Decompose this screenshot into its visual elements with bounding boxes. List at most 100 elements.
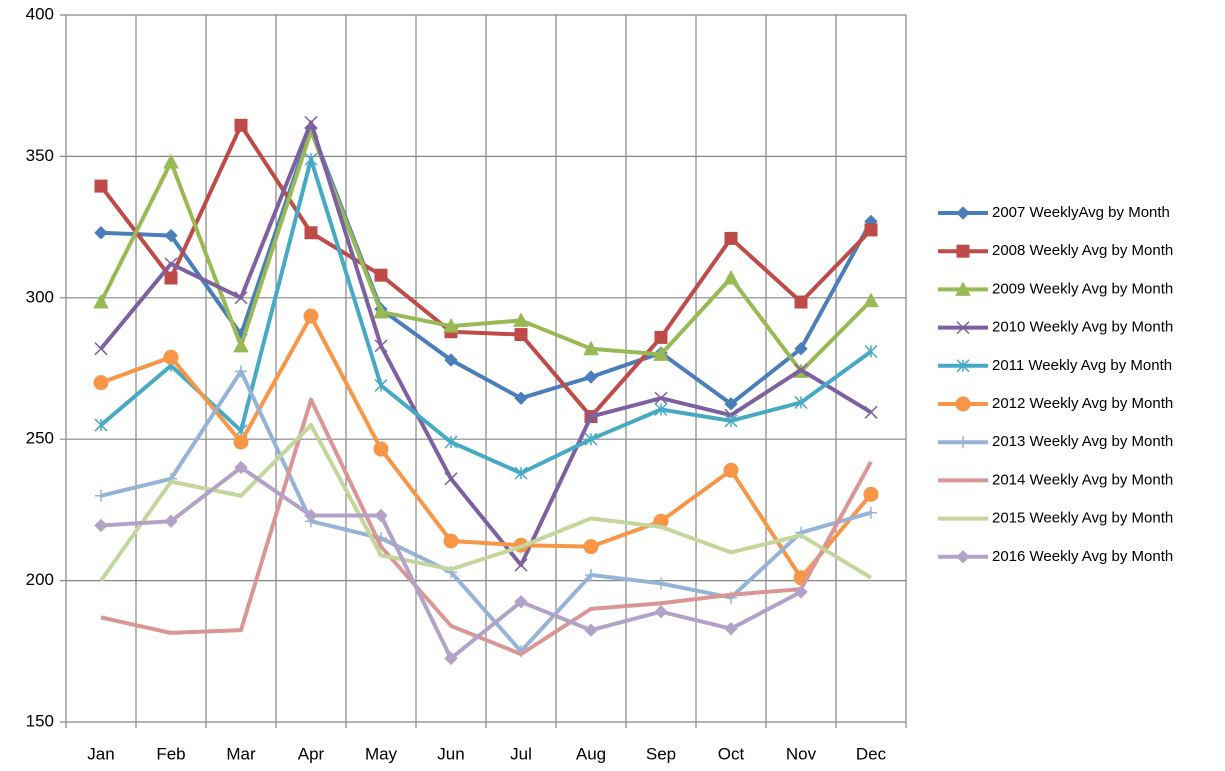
legend-marker bbox=[956, 244, 970, 258]
marker bbox=[234, 460, 248, 475]
x-tick-label: Oct bbox=[718, 744, 745, 763]
marker bbox=[514, 391, 528, 405]
legend-label: 2014 Weekly Avg by Month bbox=[992, 471, 1173, 488]
marker bbox=[514, 466, 528, 480]
marker bbox=[584, 410, 598, 424]
legend-marker bbox=[955, 281, 971, 296]
legend-label: 2016 Weekly Avg by Month bbox=[992, 548, 1173, 565]
marker bbox=[794, 395, 808, 409]
marker bbox=[864, 405, 878, 419]
marker bbox=[863, 486, 879, 502]
marker bbox=[863, 292, 879, 308]
legend-marker bbox=[957, 436, 969, 449]
marker bbox=[583, 539, 599, 555]
marker bbox=[163, 349, 179, 365]
marker bbox=[724, 621, 738, 636]
marker bbox=[374, 339, 388, 353]
marker bbox=[94, 179, 108, 193]
marker bbox=[304, 226, 318, 240]
marker bbox=[724, 231, 738, 245]
marker bbox=[164, 271, 178, 285]
series-line bbox=[99, 123, 873, 419]
marker bbox=[794, 295, 808, 309]
marker bbox=[373, 441, 389, 457]
series-line bbox=[99, 120, 873, 568]
marker bbox=[654, 330, 668, 344]
legend-label: 2015 Weekly Avg by Month bbox=[992, 510, 1173, 527]
marker bbox=[864, 345, 878, 359]
marker bbox=[444, 435, 458, 449]
x-tick-label: Nov bbox=[786, 744, 817, 763]
x-tick-label: Jun bbox=[437, 744, 464, 763]
x-tick-label: Mar bbox=[226, 744, 256, 763]
marker bbox=[584, 623, 598, 637]
marker bbox=[443, 318, 459, 333]
marker bbox=[373, 303, 389, 319]
series-line bbox=[100, 397, 873, 657]
marker bbox=[655, 577, 667, 590]
x-tick-label: Aug bbox=[576, 744, 606, 763]
y-tick-label: 300 bbox=[26, 287, 54, 306]
marker bbox=[794, 341, 808, 356]
series-line bbox=[99, 157, 873, 476]
marker bbox=[374, 268, 388, 282]
marker bbox=[654, 605, 668, 619]
marker bbox=[93, 293, 109, 309]
marker bbox=[723, 269, 739, 285]
series-line bbox=[100, 369, 872, 654]
marker bbox=[514, 558, 528, 572]
marker bbox=[654, 391, 668, 405]
marker bbox=[723, 462, 739, 478]
marker bbox=[303, 308, 319, 324]
series-line bbox=[100, 314, 873, 580]
legend-label: 2010 Weekly Avg by Month bbox=[992, 319, 1173, 336]
marker bbox=[94, 518, 108, 533]
marker bbox=[235, 365, 247, 378]
marker bbox=[514, 595, 528, 609]
marker bbox=[234, 118, 248, 132]
legend-label: 2011 Weekly Avg by Month bbox=[992, 357, 1172, 374]
x-tick-label: Feb bbox=[156, 744, 185, 763]
marker bbox=[865, 506, 877, 519]
marker bbox=[443, 533, 459, 549]
series-line bbox=[99, 128, 873, 374]
y-tick-label: 200 bbox=[26, 570, 54, 589]
y-tick-label: 250 bbox=[26, 429, 54, 448]
marker bbox=[304, 115, 318, 129]
marker bbox=[585, 568, 597, 581]
x-tick-label: Sep bbox=[646, 744, 676, 763]
marker bbox=[724, 397, 738, 411]
y-tick-label: 150 bbox=[26, 711, 54, 730]
legend-label: 2012 Weekly Avg by Month bbox=[992, 395, 1173, 412]
legend-marker bbox=[956, 359, 970, 373]
y-tick-label: 350 bbox=[26, 146, 54, 165]
marker bbox=[864, 223, 878, 237]
x-tick-label: Apr bbox=[298, 744, 325, 763]
y-tick-label: 400 bbox=[26, 4, 54, 23]
marker bbox=[653, 346, 669, 361]
marker bbox=[164, 257, 178, 271]
legend-marker bbox=[955, 396, 971, 412]
marker bbox=[794, 363, 808, 377]
marker bbox=[94, 226, 108, 240]
marker bbox=[724, 414, 738, 428]
series-line bbox=[99, 423, 873, 582]
marker bbox=[514, 328, 528, 342]
marker bbox=[163, 154, 179, 169]
marker bbox=[444, 353, 458, 367]
marker bbox=[233, 434, 249, 450]
marker bbox=[93, 375, 109, 391]
marker bbox=[444, 651, 458, 666]
marker bbox=[304, 152, 318, 166]
x-tick-label: Jul bbox=[510, 744, 532, 763]
legend-marker bbox=[956, 550, 970, 564]
legend-label: 2008 Weekly Avg by Month bbox=[992, 242, 1173, 259]
marker bbox=[374, 378, 388, 392]
x-tick-label: May bbox=[365, 744, 398, 763]
marker bbox=[444, 472, 458, 486]
marker bbox=[654, 402, 668, 417]
marker bbox=[234, 291, 248, 305]
marker bbox=[164, 228, 178, 243]
